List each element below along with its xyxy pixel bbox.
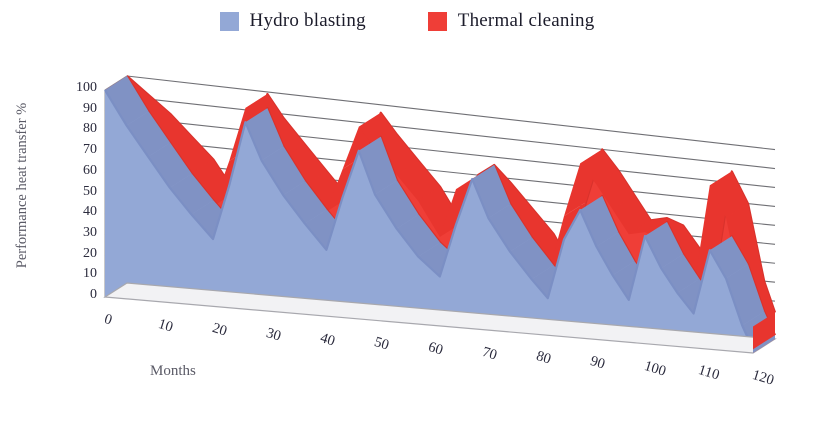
square-swatch-icon [219,11,239,31]
x-axis-title: Months [150,363,196,379]
legend-label: Thermal cleaning [457,10,595,31]
y-axis-tick-label: 100 [76,80,97,95]
y-axis-tick-label: 70 [83,142,97,158]
y-axis-tick-label: 60 [83,162,97,178]
y-axis-tick-label: 80 [83,121,97,137]
y-axis-tick-label: 40 [83,204,97,220]
series-area-hydro-blasting [104,89,755,353]
legend-item-thermal-cleaning: Thermal cleaning [427,10,595,32]
y-axis-tick-label: 50 [83,183,97,199]
y-axis-tick-label: 30 [83,224,97,240]
series-end-cap [753,312,775,353]
y-axis-tick-label: 20 [83,245,97,261]
chart-legend: Hydro blasting Thermal cleaning [0,10,814,32]
y-axis-tick-label: 0 [90,287,97,302]
y-axis-tick-label: 10 [83,266,97,282]
square-swatch-icon [427,11,447,31]
legend-item-hydro-blasting: Hydro blasting [219,10,366,32]
y-axis-tick-label: 90 [83,100,97,116]
legend-label: Hydro blasting [249,10,366,31]
